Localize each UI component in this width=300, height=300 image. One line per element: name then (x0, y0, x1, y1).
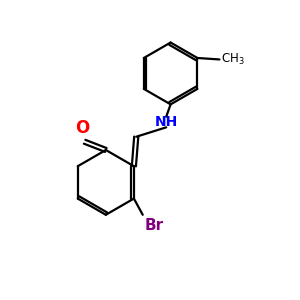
Text: Br: Br (144, 218, 163, 233)
Text: O: O (75, 119, 89, 137)
Text: NH: NH (154, 115, 178, 129)
Text: CH$_3$: CH$_3$ (221, 52, 244, 67)
